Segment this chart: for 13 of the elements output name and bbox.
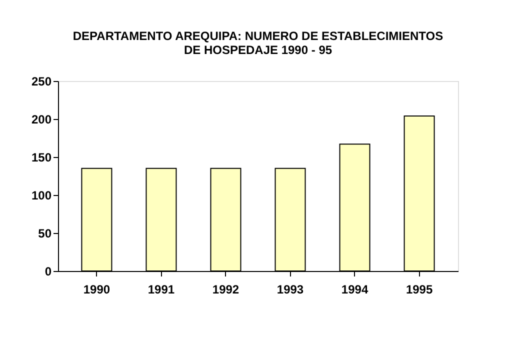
x-tick-label: 1991 [148,282,175,296]
y-tick-label: 50 [38,226,52,240]
y-tick-label: 100 [31,188,52,202]
x-tick-label: 1992 [212,282,240,296]
x-tick-label: 1994 [341,282,368,296]
y-tick-label: 200 [31,112,52,126]
x-tick-label: 1990 [83,282,110,296]
y-tick-label: 150 [31,150,52,164]
x-tick-label: 1995 [406,282,433,296]
x-tick-label: 1993 [276,282,304,296]
y-tick-label: 0 [44,264,52,278]
chart-title: DEPARTAMENTO AREQUIPA: NUMERO DE ESTABLECIMIENTOS DE HOSPEDAJE 1990 - 95 [72,29,444,57]
y-tick-label: 250 [31,74,52,88]
